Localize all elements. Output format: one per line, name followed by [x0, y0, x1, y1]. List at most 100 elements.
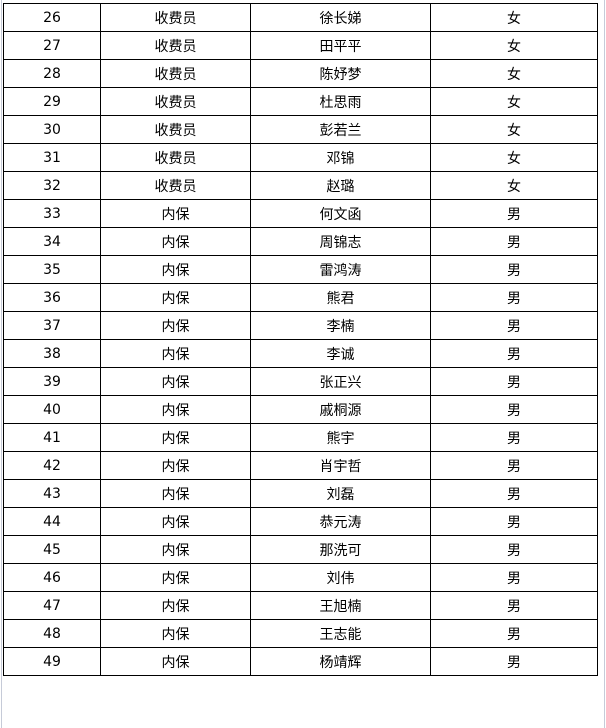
name-cell[interactable]: 杜思雨: [250, 87, 431, 116]
name-cell[interactable]: 何文函: [250, 199, 431, 228]
name-cell[interactable]: 戚桐源: [250, 395, 431, 424]
position-cell[interactable]: 收费员: [100, 115, 251, 144]
name-cell[interactable]: 邓锦: [250, 143, 431, 172]
name-cell[interactable]: 陈妤梦: [250, 59, 431, 88]
row-number-cell[interactable]: 37: [3, 311, 101, 340]
row-number-cell[interactable]: 38: [3, 339, 101, 368]
table-row: 42 内保 肖宇哲男: [3, 451, 598, 480]
gender-cell[interactable]: 男: [430, 367, 598, 396]
gender-cell[interactable]: 女: [430, 171, 598, 200]
row-number-cell[interactable]: 46: [3, 563, 101, 592]
row-number-cell[interactable]: 34: [3, 227, 101, 256]
gender-cell[interactable]: 女: [430, 87, 598, 116]
name-cell[interactable]: 杨靖辉: [250, 647, 431, 676]
row-number-cell[interactable]: 28: [3, 59, 101, 88]
position-cell[interactable]: 收费员: [100, 87, 251, 116]
row-number-cell[interactable]: 33: [3, 199, 101, 228]
gender-cell[interactable]: 男: [430, 283, 598, 312]
gender-cell[interactable]: 女: [430, 115, 598, 144]
position-cell[interactable]: 内保: [100, 535, 251, 564]
name-cell[interactable]: 彭若兰: [250, 115, 431, 144]
name-cell[interactable]: 李诚: [250, 339, 431, 368]
position-cell[interactable]: 内保: [100, 311, 251, 340]
position-cell[interactable]: 内保: [100, 395, 251, 424]
gender-cell[interactable]: 男: [430, 255, 598, 284]
gender-cell[interactable]: 女: [430, 3, 598, 32]
gender-cell[interactable]: 男: [430, 199, 598, 228]
position-cell[interactable]: 内保: [100, 479, 251, 508]
position-cell[interactable]: 内保: [100, 255, 251, 284]
row-number-cell[interactable]: 27: [3, 31, 101, 60]
name-cell[interactable]: 那洗可: [250, 535, 431, 564]
position-cell[interactable]: 内保: [100, 619, 251, 648]
position-cell[interactable]: 内保: [100, 507, 251, 536]
position-cell[interactable]: 内保: [100, 563, 251, 592]
row-number-cell[interactable]: 29: [3, 87, 101, 116]
row-number-cell[interactable]: 49: [3, 647, 101, 676]
name-cell[interactable]: 张正兴: [250, 367, 431, 396]
gender-cell[interactable]: 男: [430, 619, 598, 648]
gender-cell[interactable]: 女: [430, 143, 598, 172]
table-row: 27 收费员 田平平女: [3, 31, 598, 60]
gender-cell[interactable]: 男: [430, 339, 598, 368]
name-cell[interactable]: 肖宇哲: [250, 451, 431, 480]
name-cell[interactable]: 徐长娣: [250, 3, 431, 32]
name-cell[interactable]: 赵璐: [250, 171, 431, 200]
gender-cell[interactable]: 男: [430, 563, 598, 592]
position-cell[interactable]: 内保: [100, 367, 251, 396]
row-number-cell[interactable]: 45: [3, 535, 101, 564]
row-number-cell[interactable]: 39: [3, 367, 101, 396]
row-number-cell[interactable]: 41: [3, 423, 101, 452]
gender-cell[interactable]: 男: [430, 591, 598, 620]
gender-cell[interactable]: 男: [430, 479, 598, 508]
position-cell[interactable]: 收费员: [100, 171, 251, 200]
gender-cell[interactable]: 男: [430, 395, 598, 424]
position-cell[interactable]: 内保: [100, 227, 251, 256]
name-cell[interactable]: 恭元涛: [250, 507, 431, 536]
name-cell[interactable]: 熊君: [250, 283, 431, 312]
position-cell[interactable]: 内保: [100, 339, 251, 368]
gender-cell[interactable]: 女: [430, 31, 598, 60]
position-cell[interactable]: 收费员: [100, 59, 251, 88]
gender-cell[interactable]: 男: [430, 311, 598, 340]
name-cell[interactable]: 李楠: [250, 311, 431, 340]
position-cell[interactable]: 内保: [100, 199, 251, 228]
row-number-cell[interactable]: 40: [3, 395, 101, 424]
gender-cell[interactable]: 男: [430, 507, 598, 536]
gender-cell[interactable]: 男: [430, 423, 598, 452]
row-number-cell[interactable]: 42: [3, 451, 101, 480]
gender-cell[interactable]: 男: [430, 647, 598, 676]
row-number-cell[interactable]: 48: [3, 619, 101, 648]
name-cell[interactable]: 熊宇: [250, 423, 431, 452]
name-cell[interactable]: 雷鸿涛: [250, 255, 431, 284]
row-number-cell[interactable]: 47: [3, 591, 101, 620]
gender-cell[interactable]: 女: [430, 59, 598, 88]
table-row: 45 内保 那洗可男: [3, 535, 598, 564]
position-cell[interactable]: 内保: [100, 283, 251, 312]
name-cell[interactable]: 王志能: [250, 619, 431, 648]
position-cell[interactable]: 内保: [100, 591, 251, 620]
position-cell[interactable]: 收费员: [100, 31, 251, 60]
row-number-cell[interactable]: 26: [3, 3, 101, 32]
position-cell[interactable]: 收费员: [100, 143, 251, 172]
position-cell[interactable]: 内保: [100, 647, 251, 676]
position-cell[interactable]: 内保: [100, 423, 251, 452]
table-row: 32 收费员 赵璐女: [3, 171, 598, 200]
gender-cell[interactable]: 男: [430, 535, 598, 564]
row-number-cell[interactable]: 44: [3, 507, 101, 536]
row-number-cell[interactable]: 31: [3, 143, 101, 172]
name-cell[interactable]: 田平平: [250, 31, 431, 60]
row-number-cell[interactable]: 36: [3, 283, 101, 312]
row-number-cell[interactable]: 35: [3, 255, 101, 284]
position-cell[interactable]: 内保: [100, 451, 251, 480]
gender-cell[interactable]: 男: [430, 227, 598, 256]
name-cell[interactable]: 刘磊: [250, 479, 431, 508]
name-cell[interactable]: 周锦志: [250, 227, 431, 256]
name-cell[interactable]: 刘伟: [250, 563, 431, 592]
row-number-cell[interactable]: 30: [3, 115, 101, 144]
row-number-cell[interactable]: 43: [3, 479, 101, 508]
row-number-cell[interactable]: 32: [3, 171, 101, 200]
position-cell[interactable]: 收费员: [100, 3, 251, 32]
name-cell[interactable]: 王旭楠: [250, 591, 431, 620]
gender-cell[interactable]: 男: [430, 451, 598, 480]
